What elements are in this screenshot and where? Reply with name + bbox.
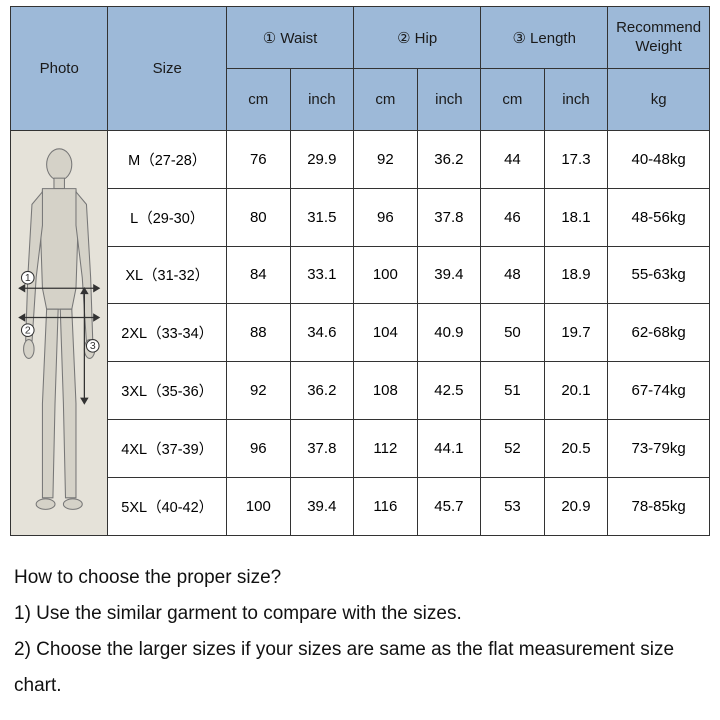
cell-waist-in: 34.6 bbox=[290, 304, 354, 362]
header-hip: ② Hip bbox=[354, 7, 481, 69]
cell-len-cm: 52 bbox=[481, 419, 545, 477]
cell-hip-in: 36.2 bbox=[417, 131, 481, 189]
cell-hip-in: 40.9 bbox=[417, 304, 481, 362]
header-hip-cm: cm bbox=[354, 69, 418, 131]
cell-hip-cm: 108 bbox=[354, 362, 418, 420]
cell-len-cm: 44 bbox=[481, 131, 545, 189]
cell-len-in: 20.9 bbox=[544, 477, 608, 535]
cell-waist-in: 29.9 bbox=[290, 131, 354, 189]
cell-waist-in: 37.8 bbox=[290, 419, 354, 477]
cell-len-in: 19.7 bbox=[544, 304, 608, 362]
cell-hip-in: 37.8 bbox=[417, 188, 481, 246]
cell-hip-in: 45.7 bbox=[417, 477, 481, 535]
cell-waist-in: 31.5 bbox=[290, 188, 354, 246]
cell-hip-cm: 96 bbox=[354, 188, 418, 246]
header-length: ③ Length bbox=[481, 7, 608, 69]
cell-size: 5XL（40-42） bbox=[108, 477, 227, 535]
cell-len-cm: 50 bbox=[481, 304, 545, 362]
header-waist-inch: inch bbox=[290, 69, 354, 131]
cell-hip-cm: 112 bbox=[354, 419, 418, 477]
header-weight-kg: kg bbox=[608, 69, 710, 131]
cell-len-in: 18.9 bbox=[544, 246, 608, 304]
cell-size: 3XL（35-36） bbox=[108, 362, 227, 420]
cell-hip-in: 42.5 bbox=[417, 362, 481, 420]
cell-size: 4XL（37-39） bbox=[108, 419, 227, 477]
cell-weight: 40-48kg bbox=[608, 131, 710, 189]
instructions-title: How to choose the proper size? bbox=[14, 560, 706, 596]
cell-len-cm: 48 bbox=[481, 246, 545, 304]
header-hip-inch: inch bbox=[417, 69, 481, 131]
cell-len-in: 20.5 bbox=[544, 419, 608, 477]
header-length-inch: inch bbox=[544, 69, 608, 131]
cell-hip-cm: 92 bbox=[354, 131, 418, 189]
cell-len-in: 18.1 bbox=[544, 188, 608, 246]
header-weight: RecommendWeight bbox=[608, 7, 710, 69]
instructions-block: How to choose the proper size? 1) Use th… bbox=[0, 536, 720, 704]
size-chart-table: Photo Size ① Waist ② Hip ③ Length Recomm… bbox=[10, 6, 710, 536]
cell-weight: 55-63kg bbox=[608, 246, 710, 304]
header-waist-cm: cm bbox=[227, 69, 291, 131]
instructions-line1: 1) Use the similar garment to compare wi… bbox=[14, 596, 706, 632]
cell-waist-cm: 92 bbox=[227, 362, 291, 420]
cell-waist-cm: 84 bbox=[227, 246, 291, 304]
cell-size: XL（31-32） bbox=[108, 246, 227, 304]
cell-waist-cm: 76 bbox=[227, 131, 291, 189]
cell-len-cm: 51 bbox=[481, 362, 545, 420]
cell-hip-in: 39.4 bbox=[417, 246, 481, 304]
svg-text:3: 3 bbox=[90, 341, 96, 352]
cell-weight: 78-85kg bbox=[608, 477, 710, 535]
cell-waist-cm: 88 bbox=[227, 304, 291, 362]
header-length-cm: cm bbox=[481, 69, 545, 131]
cell-len-in: 20.1 bbox=[544, 362, 608, 420]
cell-waist-cm: 100 bbox=[227, 477, 291, 535]
cell-len-cm: 46 bbox=[481, 188, 545, 246]
cell-waist-cm: 80 bbox=[227, 188, 291, 246]
instructions-line2: 2) Choose the larger sizes if your sizes… bbox=[14, 632, 706, 704]
cell-size: L（29-30） bbox=[108, 188, 227, 246]
cell-waist-in: 33.1 bbox=[290, 246, 354, 304]
cell-weight: 62-68kg bbox=[608, 304, 710, 362]
cell-len-in: 17.3 bbox=[544, 131, 608, 189]
cell-hip-cm: 104 bbox=[354, 304, 418, 362]
cell-waist-in: 36.2 bbox=[290, 362, 354, 420]
cell-waist-in: 39.4 bbox=[290, 477, 354, 535]
svg-text:1: 1 bbox=[25, 273, 31, 284]
header-waist: ① Waist bbox=[227, 7, 354, 69]
cell-weight: 67-74kg bbox=[608, 362, 710, 420]
cell-hip-cm: 100 bbox=[354, 246, 418, 304]
cell-hip-cm: 116 bbox=[354, 477, 418, 535]
svg-text:2: 2 bbox=[25, 325, 31, 336]
cell-weight: 48-56kg bbox=[608, 188, 710, 246]
cell-weight: 73-79kg bbox=[608, 419, 710, 477]
cell-size: M（27-28） bbox=[108, 131, 227, 189]
cell-size: 2XL（33-34） bbox=[108, 304, 227, 362]
header-size: Size bbox=[108, 7, 227, 131]
body-diagram: 1 2 3 bbox=[11, 131, 108, 536]
cell-waist-cm: 96 bbox=[227, 419, 291, 477]
cell-hip-in: 44.1 bbox=[417, 419, 481, 477]
header-photo: Photo bbox=[11, 7, 108, 131]
cell-len-cm: 53 bbox=[481, 477, 545, 535]
human-figure-icon: 1 2 3 bbox=[11, 131, 107, 535]
